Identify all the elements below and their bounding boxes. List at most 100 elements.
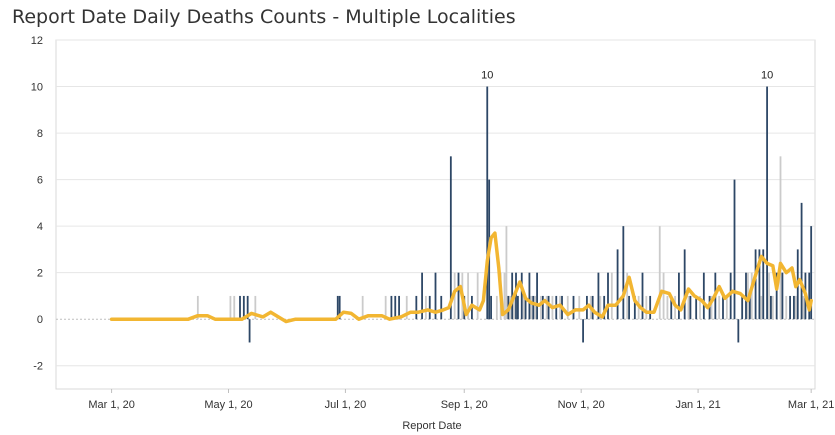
bar-gray [750, 272, 753, 320]
bar-gray [626, 272, 629, 320]
plot-frame [55, 39, 816, 390]
bar-gray [503, 272, 506, 320]
bar-gray [540, 295, 542, 320]
bar-gray [405, 295, 408, 320]
data-label: 10 [761, 70, 773, 82]
bar-dark [490, 295, 492, 320]
bar-gray [545, 295, 548, 320]
bar-dark [733, 179, 736, 320]
x-axis-label: Report Date [402, 420, 461, 432]
bar-dark [517, 295, 519, 320]
bar-gray [566, 295, 569, 320]
y-tick-label: 6 [37, 175, 43, 187]
bar-dark [641, 272, 644, 320]
bar-dark [338, 295, 341, 320]
bar-dark [789, 295, 791, 320]
bar-gray [384, 295, 387, 320]
bar-gray [768, 272, 770, 320]
bar-dark [246, 295, 249, 320]
data-label: 10 [481, 70, 493, 82]
x-tick-label: May 1, 20 [204, 399, 252, 411]
bars [196, 86, 813, 343]
bar-dark [775, 272, 778, 320]
axes: -2 0 2 4 6 8 10 12 Mar 1, 20 May 1, 20 Jul 1, 20 Se… [31, 35, 835, 411]
bar-gray [718, 295, 721, 320]
bar-dark [758, 249, 761, 320]
bar-dark [572, 295, 575, 320]
moving-average-line [109, 231, 813, 324]
bar-dark [520, 272, 523, 320]
bar-gray [760, 295, 763, 320]
bar-dark [762, 249, 765, 320]
bar-dark [394, 295, 397, 320]
y-tick-label: -2 [33, 361, 43, 373]
bar-dark [597, 272, 600, 320]
bar-dark [607, 272, 609, 320]
bar-gray [658, 226, 661, 320]
bar-dark [398, 295, 400, 320]
bar-gray [476, 272, 479, 320]
bar-gray [196, 295, 199, 320]
bar-gray [645, 295, 648, 320]
bar-dark [524, 295, 527, 320]
bar-gray [233, 295, 236, 320]
bar-gray [710, 295, 713, 320]
bar-dark [248, 319, 251, 343]
bar-dark [415, 295, 418, 320]
x-tick-label: Jul 1, 20 [325, 399, 367, 411]
bar-dark [678, 272, 680, 320]
bar-gray [254, 295, 257, 320]
x-tick-label: Mar 1, 21 [788, 399, 834, 411]
bar-gray [361, 295, 364, 320]
bar-dark [528, 272, 531, 320]
bar-dark [683, 249, 686, 320]
bar-gray [666, 295, 669, 320]
bar-gray [785, 295, 788, 320]
bar-gray [674, 295, 676, 320]
bar-dark [622, 226, 625, 320]
chart-title: Report Date Daily Deaths Counts - Multip… [12, 6, 516, 28]
x-tick-label: Sep 1, 20 [441, 399, 488, 411]
bar-dark [390, 295, 393, 320]
bar-dark [616, 249, 619, 320]
bar-gray [771, 295, 774, 320]
bar-gray [505, 226, 508, 320]
bar-dark [810, 226, 813, 320]
y-tick-label: 2 [37, 268, 43, 280]
bar-gray [229, 295, 232, 320]
bar-dark [702, 272, 705, 320]
bar-dark [737, 319, 740, 343]
bar-dark [745, 272, 747, 320]
bar-dark [770, 295, 772, 320]
bar-dark [748, 295, 751, 320]
bar-gray [495, 295, 498, 320]
bar-dark [754, 249, 757, 320]
bar-dark [741, 295, 744, 320]
bar-gray [610, 272, 613, 320]
line-series [109, 231, 813, 324]
bar-gray [425, 295, 427, 320]
bar-dark [670, 295, 673, 320]
bar-gray [513, 295, 515, 320]
bar-dark [541, 295, 544, 320]
bar-gray [467, 272, 469, 320]
bar-gray [578, 295, 581, 320]
bar-dark [457, 272, 460, 320]
y-tick-label: 4 [37, 221, 43, 233]
bar-dark [695, 295, 698, 320]
bar-dark [239, 295, 241, 320]
y-tick-label: 0 [37, 314, 43, 326]
bar-dark [515, 272, 517, 320]
bar-gray [662, 272, 665, 320]
y-tick-label: 10 [31, 82, 43, 94]
bar-dark [434, 272, 437, 320]
bar-dark [428, 295, 431, 320]
bar-dark [421, 272, 423, 320]
x-tick-label: Mar 1, 20 [88, 399, 134, 411]
bar-gray [725, 295, 728, 320]
bar-dark [689, 295, 692, 320]
bar-gray [522, 295, 525, 320]
bar-gray [530, 295, 533, 320]
bar-dark [766, 86, 768, 320]
